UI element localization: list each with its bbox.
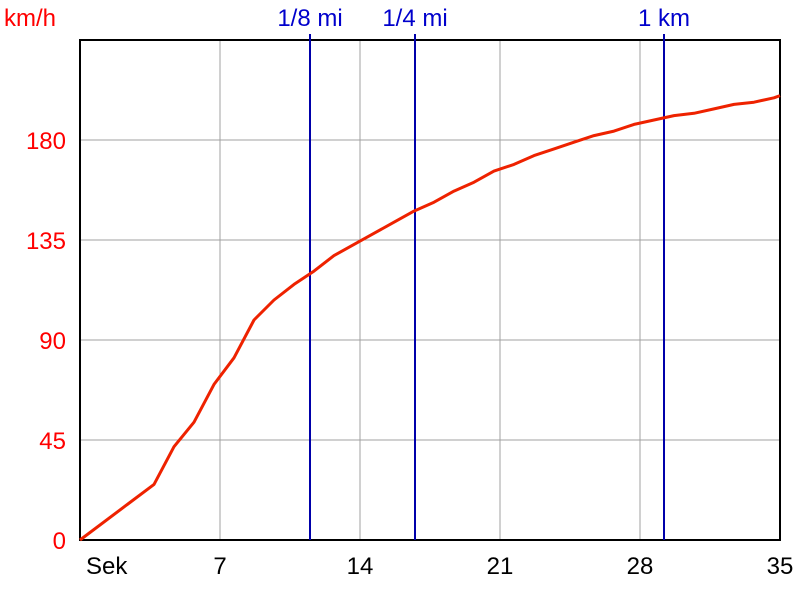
series-line-0: [79, 94, 781, 542]
y-tick-label-3: 135: [26, 228, 66, 255]
x-tick-label-1: 14: [347, 553, 374, 580]
series-layer: [79, 94, 781, 542]
y-axis-label: km/h: [4, 5, 56, 32]
x-tick-label-0: 7: [213, 553, 226, 580]
y-tick-label-1: 45: [39, 428, 66, 455]
x-tick-labels: 7 14 21 28 35: [213, 553, 793, 580]
marker-label-0: 1/8 mi: [277, 5, 342, 32]
plot-frame: [79, 39, 781, 541]
x-axis-label: Sek: [86, 553, 128, 580]
y-tick-label-2: 90: [39, 328, 66, 355]
y-tick-labels: 0 45 90 135 180: [26, 128, 66, 555]
y-tick-label-0: 0: [53, 528, 66, 555]
marker-label-1: 1/4 mi: [382, 5, 447, 32]
y-tick-label-4: 180: [26, 128, 66, 155]
x-tick-label-4: 35: [767, 553, 794, 580]
x-tick-label-2: 21: [487, 553, 514, 580]
distance-markers: 1/8 mi 1/4 mi 1 km: [277, 5, 690, 540]
marker-label-2: 1 km: [638, 5, 690, 32]
x-tick-label-3: 28: [627, 553, 654, 580]
